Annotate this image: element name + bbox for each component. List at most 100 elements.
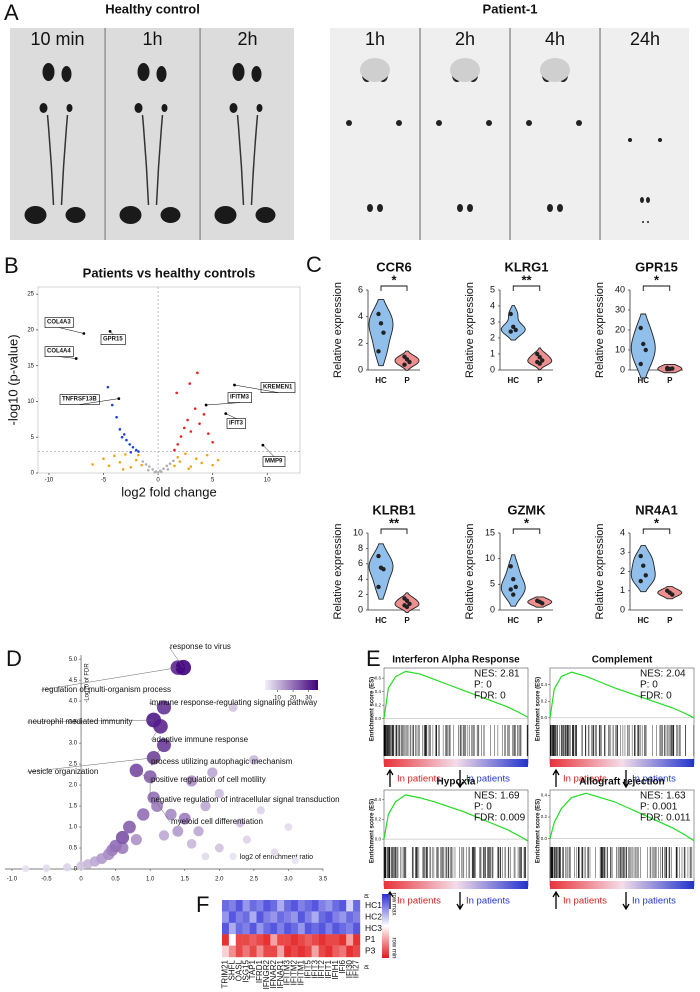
y-tick-label: 0.2 xyxy=(541,698,548,703)
heatmap-cell xyxy=(222,945,230,958)
gene-point xyxy=(179,435,183,438)
column-label: SHFL xyxy=(227,959,236,980)
uptake-spot xyxy=(486,120,492,126)
gene-point xyxy=(124,453,127,456)
column-label: ISG15 xyxy=(241,959,250,982)
x-tick-label: 0.5 xyxy=(111,877,120,883)
heatmap-cell xyxy=(353,934,361,946)
heatmap-cell xyxy=(297,900,305,912)
y-tick-label: 8 xyxy=(358,543,363,553)
gene-point xyxy=(144,463,148,466)
column-label: IFIT3 xyxy=(310,959,319,978)
panel-label: B xyxy=(4,253,19,278)
x-tick-label: HC xyxy=(507,376,519,385)
heatmap-cell xyxy=(249,900,257,912)
heatmap-cell xyxy=(228,911,236,923)
y-tick-label: 0.4 xyxy=(375,797,382,802)
term-label: response to virus xyxy=(170,642,231,651)
uptake-spot xyxy=(396,120,402,126)
data-point xyxy=(407,359,412,365)
gene-label-connector xyxy=(234,384,279,393)
term-bubble xyxy=(228,702,238,712)
gene-point xyxy=(211,463,214,467)
gene-point xyxy=(182,426,186,430)
uptake-spot xyxy=(628,138,632,142)
heatmap-cell xyxy=(263,911,271,923)
gene-point xyxy=(107,464,111,468)
y-tick-label: 0.2 xyxy=(541,814,548,819)
y-axis-label: Enrichment score (ES) xyxy=(370,677,376,741)
heatmap-cell xyxy=(249,934,257,946)
data-point xyxy=(670,592,675,597)
gene-point xyxy=(121,468,125,471)
x-tick-label: P xyxy=(404,376,410,385)
gene-point xyxy=(207,432,210,435)
violin-body xyxy=(368,299,394,367)
arrow xyxy=(386,768,394,787)
y-tick-label: 6 xyxy=(358,558,363,568)
y-tick-label: 5 xyxy=(31,435,35,441)
data-point xyxy=(404,598,410,603)
heatmap-cell xyxy=(311,922,319,935)
chart-title: Hypoxia xyxy=(437,777,476,788)
colorbar-tick-label: 20 xyxy=(290,696,297,702)
column-label: IFI27 xyxy=(352,959,361,978)
chart-title: GZMK xyxy=(507,502,546,517)
heatmap-cell xyxy=(332,900,340,912)
gene-point xyxy=(205,453,209,457)
gene-point xyxy=(175,391,178,395)
significance-bracket xyxy=(380,528,408,534)
row-label: P3 xyxy=(365,946,376,956)
x-axis-label: log2 of enrichment ratio xyxy=(240,854,313,861)
gene-point xyxy=(193,407,197,410)
heatmap-cell xyxy=(339,922,347,935)
gene-point xyxy=(153,470,157,474)
es-curve xyxy=(383,670,529,719)
y-tick-label: 40 xyxy=(615,284,625,294)
data-point xyxy=(643,573,648,578)
heatmap-cell xyxy=(235,900,243,912)
heatmap-cell xyxy=(346,934,354,946)
gene-point xyxy=(137,453,140,457)
label-connector xyxy=(153,797,171,823)
heatmap-cell xyxy=(339,934,347,946)
heatmap-cell xyxy=(318,911,326,923)
gene-point xyxy=(134,448,138,452)
data-point xyxy=(638,325,643,331)
y-tick-label: 0.4 xyxy=(541,682,548,687)
gene-point xyxy=(162,467,165,471)
heatmap-cell xyxy=(318,900,326,912)
y-tick-label: 2 xyxy=(358,589,363,599)
gene-point xyxy=(176,455,180,459)
y-tick-label: 0.0 xyxy=(541,715,548,720)
panel-label: D xyxy=(6,646,22,671)
y-tick-label: 15 xyxy=(27,363,34,369)
heatmap-cell xyxy=(242,945,250,958)
heatmap-cell xyxy=(235,911,243,923)
y-tick-label: 2 xyxy=(490,332,495,342)
term-bubble xyxy=(178,812,191,825)
term-bubble xyxy=(200,800,211,812)
row-label: HC1 xyxy=(365,900,382,910)
y-tick-label: 3 xyxy=(620,547,625,557)
term-bubble xyxy=(63,863,72,872)
side-label: In patients xyxy=(563,774,607,785)
x-tick-label: P xyxy=(667,376,673,385)
term-bubble xyxy=(214,788,224,799)
arrow xyxy=(456,770,464,789)
column-label: TRIM21 xyxy=(221,959,230,988)
term-label: process utilizing autophagic mechanism xyxy=(151,757,293,766)
panel-label: C xyxy=(306,252,322,277)
timepoint-label: 1h xyxy=(142,29,162,49)
x-tick-label: -0.5 xyxy=(41,877,52,883)
gene-point xyxy=(102,457,105,460)
y-tick-label: 0.4 xyxy=(375,689,382,694)
x-tick-label: 1.0 xyxy=(146,877,155,883)
term-bubble xyxy=(22,864,30,873)
heatmap-cell xyxy=(263,900,271,912)
y-tick-label: 1 xyxy=(490,348,495,358)
heatmap-cell xyxy=(242,900,250,912)
label-connector xyxy=(136,770,151,781)
